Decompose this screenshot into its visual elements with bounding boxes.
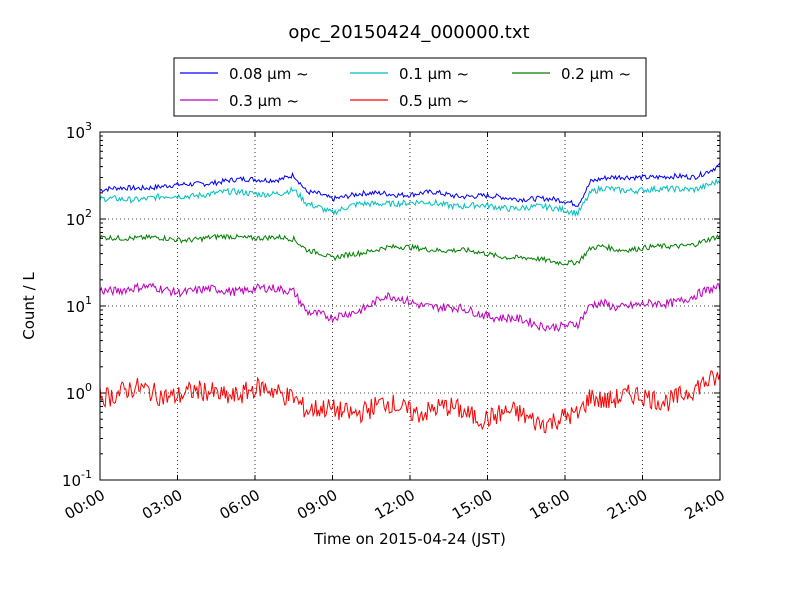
- series-line: [99, 370, 721, 434]
- legend-label: 0.5 μm ~: [399, 92, 469, 110]
- legend-label: 0.08 μm ~: [229, 65, 309, 83]
- legend: 0.08 μm ~ 0.1 μm ~ 0.2 μm ~ 0.3 μm ~ 0.5 μm …: [173, 57, 647, 117]
- series-line: [99, 282, 721, 332]
- y-tick-label-exponent: 3: [85, 120, 92, 133]
- y-tick-label-exponent: 0: [85, 381, 92, 394]
- y-tick-label-base: 10: [66, 385, 85, 403]
- y-tick-label-base: 10: [66, 298, 85, 316]
- legend-label: 0.2 μm ~: [561, 65, 631, 83]
- y-axis-label: Count / L: [20, 272, 38, 340]
- legend-frame: [173, 57, 647, 117]
- series-layer: [99, 162, 721, 434]
- legend-label: 0.3 μm ~: [229, 92, 299, 110]
- y-tick-label-base: 10: [66, 211, 85, 229]
- y-tick-label: 100: [66, 381, 92, 403]
- x-axis-label: Time on 2015-04-24 (JST): [313, 530, 506, 548]
- y-tick-label-exponent: 1: [85, 294, 92, 307]
- y-tick-label-exponent: 2: [85, 207, 92, 220]
- y-tick-label-base: 10: [66, 124, 85, 142]
- legend-label: 0.1 μm ~: [399, 65, 469, 83]
- y-tick-label: 10-1: [62, 468, 92, 490]
- series-line: [99, 178, 721, 218]
- y-tick-label-exponent: -1: [81, 468, 92, 481]
- chart-title: opc_20150424_000000.txt: [288, 22, 529, 43]
- y-tick-label: 101: [66, 294, 92, 316]
- y-tick-label: 103: [66, 120, 92, 142]
- y-tick-label-base: 10: [62, 472, 81, 490]
- series-line: [99, 233, 721, 266]
- y-tick-label: 102: [66, 207, 92, 229]
- series-line: [99, 162, 721, 208]
